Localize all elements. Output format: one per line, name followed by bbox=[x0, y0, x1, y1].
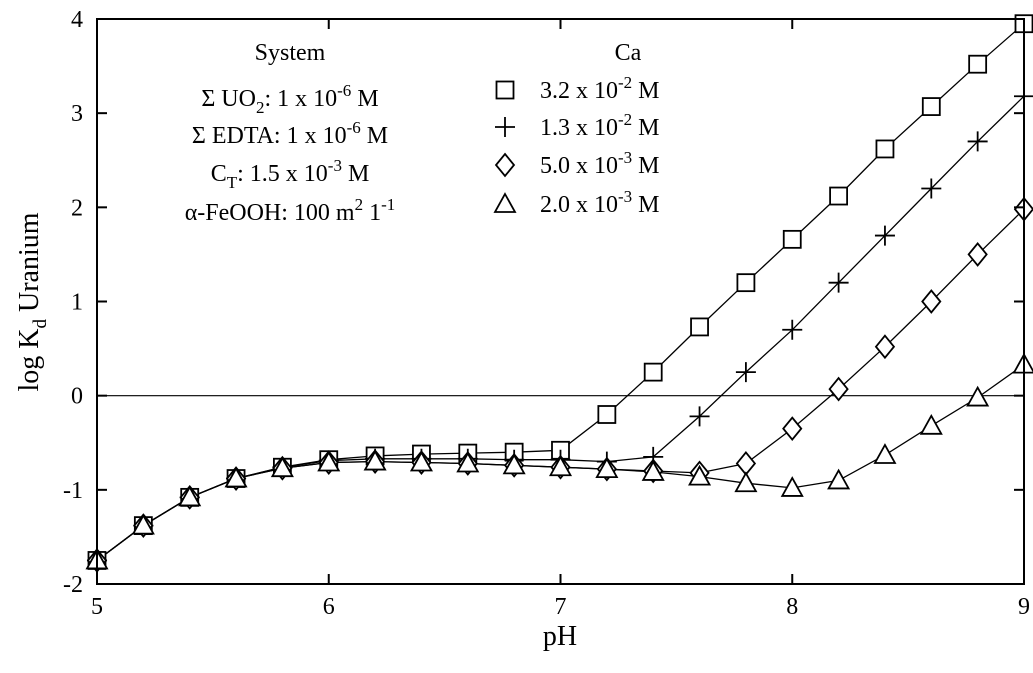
triangle-marker bbox=[873, 443, 897, 464]
ca-legend-label: 1.3 x 10-2 M bbox=[540, 110, 660, 141]
system-legend: System Σ UO2: 1 x 10-6 M Σ EDTA: 1 x 10-… bbox=[185, 40, 396, 226]
triangle-marker bbox=[641, 460, 665, 481]
system-legend-edta: Σ EDTA: 1 x 10-6 M bbox=[192, 118, 388, 149]
square-marker bbox=[782, 229, 802, 249]
triangle-marker bbox=[224, 466, 248, 488]
triangle-marker bbox=[270, 456, 294, 478]
x-tick-label: 9 bbox=[1018, 594, 1030, 620]
square-marker bbox=[875, 139, 895, 159]
series-markers-triangle bbox=[85, 352, 1033, 570]
x-tick-label: 8 bbox=[786, 594, 798, 620]
triangle-marker bbox=[548, 455, 573, 477]
x-tick-label: 6 bbox=[323, 594, 335, 620]
triangle-marker bbox=[734, 471, 758, 493]
ca-legend-label: 5.0 x 10-3 M bbox=[540, 148, 660, 179]
system-legend-uo2: Σ UO2: 1 x 10-6 M bbox=[201, 81, 378, 117]
series-line bbox=[96, 208, 1025, 562]
plus-marker bbox=[782, 319, 803, 340]
triangle-marker bbox=[131, 513, 155, 535]
plus-marker bbox=[874, 225, 895, 246]
square-marker bbox=[829, 186, 848, 206]
system-legend-heading: System bbox=[255, 40, 326, 66]
y-axis-label-rest: Uranium bbox=[14, 212, 45, 319]
y-tick-label: 1 bbox=[71, 290, 83, 316]
x-tick-label: 5 bbox=[91, 594, 103, 620]
ca-legend-entry: 3.2 x 10-2 M bbox=[495, 73, 660, 104]
y-tick-label: 2 bbox=[71, 195, 83, 221]
square-marker bbox=[690, 317, 709, 337]
square-marker bbox=[968, 54, 988, 74]
y-tick-label: -1 bbox=[63, 478, 83, 504]
square-marker bbox=[921, 97, 941, 116]
y-tick-label: -2 bbox=[63, 572, 83, 598]
plus-marker bbox=[689, 406, 710, 427]
axis-ticks: 5 6 7 8 9 -2 -1 0 1 2 3 4 bbox=[63, 7, 1030, 620]
y-axis-label: log Kd Uranium bbox=[14, 212, 51, 391]
y-tick-label: 4 bbox=[71, 7, 83, 33]
ca-legend-entry: 2.0 x 10-3 M bbox=[493, 187, 660, 218]
triangle-marker bbox=[456, 451, 480, 473]
system-legend-ct: CT: 1.5 x 10-3 M bbox=[211, 156, 370, 192]
square-marker bbox=[643, 362, 663, 382]
square-marker bbox=[736, 273, 756, 293]
series-diamond bbox=[96, 208, 1025, 562]
plus-marker bbox=[921, 178, 942, 199]
triangle-marker bbox=[502, 453, 526, 475]
y-tick-label: 3 bbox=[71, 101, 83, 127]
triangle-marker bbox=[595, 457, 619, 479]
triangle-marker bbox=[178, 485, 202, 507]
triangle-marker bbox=[827, 468, 851, 490]
y-axis-label-main: log K bbox=[14, 329, 45, 392]
x-tick-label: 7 bbox=[555, 594, 567, 620]
diamond-marker bbox=[874, 334, 896, 360]
series-markers-diamond bbox=[86, 196, 1033, 573]
square-marker bbox=[495, 80, 515, 100]
y-axis-label-sub: d bbox=[30, 319, 51, 329]
triangle-marker bbox=[966, 385, 990, 407]
square-marker bbox=[597, 405, 617, 424]
ca-legend: Ca 3.2 x 10-2 M 1.3 x 10-2 M 5.0 x 10-3 M 2… bbox=[493, 40, 660, 218]
ca-legend-entry: 5.0 x 10-3 M bbox=[494, 148, 660, 179]
diamond-marker bbox=[735, 451, 757, 476]
plus-marker bbox=[828, 272, 849, 293]
plus-marker bbox=[967, 131, 988, 152]
ca-legend-label: 2.0 x 10-3 M bbox=[540, 187, 660, 218]
diamond-marker bbox=[967, 241, 988, 267]
plus-marker bbox=[735, 362, 756, 383]
ca-legend-heading: Ca bbox=[615, 40, 642, 66]
ca-legend-label: 3.2 x 10-2 M bbox=[540, 73, 660, 104]
triangle-marker bbox=[363, 449, 387, 471]
diamond-marker bbox=[921, 289, 942, 314]
triangle-marker bbox=[317, 450, 341, 472]
diamond-marker bbox=[494, 152, 516, 178]
diamond-marker bbox=[828, 376, 849, 402]
triangle-marker bbox=[780, 476, 804, 497]
triangle-marker bbox=[919, 413, 943, 435]
system-legend-feooh: α-FeOOH: 100 m2 1-1 bbox=[185, 195, 396, 226]
diamond-marker bbox=[782, 416, 803, 442]
y-tick-label: 0 bbox=[71, 384, 83, 410]
triangle-marker bbox=[688, 464, 712, 486]
x-axis-label: pH bbox=[543, 621, 577, 652]
triangle-marker bbox=[493, 192, 517, 213]
triangle-marker bbox=[409, 450, 433, 472]
ca-legend-entry: 1.3 x 10-2 M bbox=[495, 110, 660, 141]
plus-marker bbox=[495, 117, 515, 137]
